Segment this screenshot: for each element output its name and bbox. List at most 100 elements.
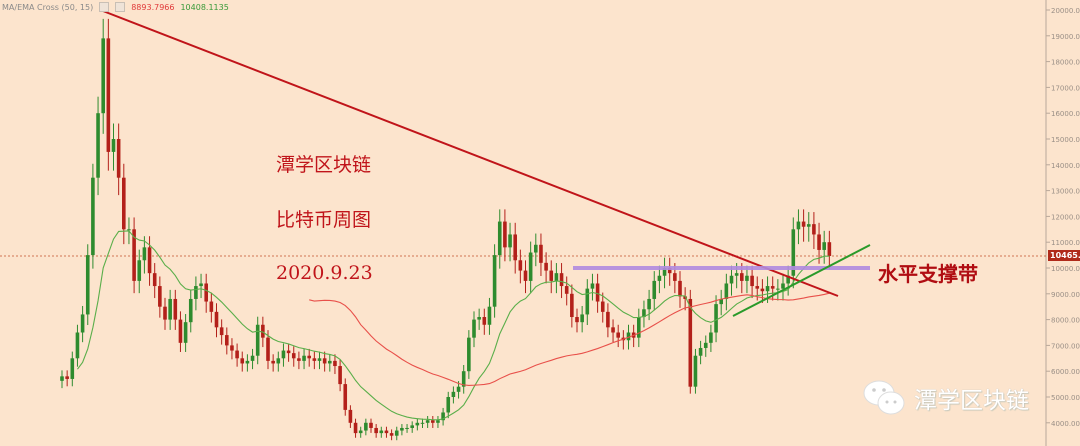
candle-body: [147, 247, 152, 274]
candle-body: [276, 358, 281, 364]
candle-body: [580, 314, 584, 323]
candle-body: [312, 358, 317, 361]
y-tick-label: 5000.00: [1051, 394, 1080, 402]
candle-body: [163, 306, 167, 320]
candle-body: [714, 304, 718, 333]
candle-body: [173, 298, 178, 320]
candle-body: [482, 317, 487, 325]
candle-body: [477, 317, 481, 320]
candle-body: [637, 317, 641, 338]
candle-body: [183, 322, 188, 343]
candle-body: [91, 177, 95, 256]
candle-body: [678, 280, 682, 297]
candle-body: [703, 342, 708, 348]
candle-body: [441, 412, 445, 421]
candle-body: [302, 355, 306, 361]
candle-body: [564, 286, 569, 294]
candle-body: [297, 358, 301, 361]
candle-body: [178, 319, 183, 343]
candle-body: [106, 38, 111, 152]
candle-body: [770, 286, 775, 289]
candle-body: [817, 234, 821, 250]
candle-body: [765, 286, 770, 292]
candle-body: [590, 283, 595, 289]
candle-body: [70, 358, 75, 379]
candle-body: [250, 355, 255, 361]
ema-fast-value: 10408.1135: [180, 2, 229, 12]
y-tick-label: 9000.00: [1051, 291, 1080, 299]
visibility-toggle-icon[interactable]: [99, 2, 110, 12]
candle-body: [523, 270, 528, 281]
y-tick-label: 7000.00: [1051, 342, 1080, 350]
candle-body: [348, 409, 353, 423]
candle-body: [338, 366, 342, 385]
watermark: 潭学区块链: [862, 378, 1029, 418]
candle-body: [776, 288, 780, 290]
indicator-name: MA/EMA Cross (50, 15): [2, 2, 94, 12]
candle-body: [806, 224, 811, 227]
candle-body: [534, 244, 538, 253]
candle-body: [734, 273, 739, 276]
candle-body: [369, 422, 373, 428]
candle-body: [255, 324, 260, 356]
candle-body: [719, 298, 723, 305]
candle-body: [467, 337, 471, 372]
candle-body: [122, 177, 126, 230]
candle-body: [85, 255, 90, 315]
candle-body: [595, 283, 600, 302]
y-tick-label: 15000.00: [1051, 136, 1080, 144]
candle-body: [570, 293, 574, 318]
candle-body: [662, 268, 667, 276]
last-price-tag: 10465.71: [1048, 250, 1080, 261]
candle-body: [528, 252, 533, 281]
candle-body: [812, 224, 816, 235]
candle-body: [343, 384, 348, 410]
annotation-subtitle: 比特币周图: [276, 209, 372, 231]
candle-body: [168, 298, 172, 320]
candle-body: [729, 275, 734, 284]
candle-body: [415, 422, 420, 426]
candle-body: [75, 332, 80, 359]
candle-body: [616, 332, 620, 338]
candle-body: [647, 298, 651, 310]
candle-body: [698, 347, 703, 356]
candle-body: [740, 273, 744, 281]
candle-body: [642, 309, 646, 318]
candle-body: [214, 311, 219, 328]
candle-body: [240, 358, 245, 364]
candle-body: [80, 314, 85, 333]
candle-body: [827, 242, 832, 256]
candle-body: [209, 301, 214, 312]
y-tick-label: 4000.00: [1051, 420, 1080, 428]
candle-body: [456, 386, 461, 392]
candle-body: [539, 244, 543, 263]
candle-body: [446, 397, 451, 413]
candle-body: [353, 422, 358, 434]
candle-body: [127, 229, 131, 231]
settings-icon[interactable]: [115, 2, 126, 12]
candle-body: [420, 422, 425, 424]
candle-body: [374, 427, 378, 434]
candle-body: [400, 427, 404, 431]
candle-body: [431, 420, 435, 423]
y-tick-label: 11000.00: [1051, 239, 1080, 247]
candle-body: [745, 275, 749, 281]
candle-body: [513, 234, 517, 261]
candle-body: [158, 286, 162, 307]
candle-body: [384, 430, 389, 434]
candle-body: [389, 433, 394, 436]
y-tick-label: 6000.00: [1051, 368, 1080, 376]
candle-body: [822, 242, 826, 250]
candle-body: [322, 358, 327, 364]
y-tick-label: 18000.00: [1051, 59, 1080, 67]
candle-body: [333, 360, 337, 367]
candle-body: [688, 298, 693, 387]
candle-body: [750, 275, 754, 287]
candle-body: [472, 319, 476, 338]
ema-15-line: [77, 230, 830, 421]
watermark-text: 潭学区块链: [914, 388, 1029, 414]
candle-body: [405, 427, 409, 429]
candle-body: [111, 139, 116, 152]
candle-body: [379, 430, 384, 434]
